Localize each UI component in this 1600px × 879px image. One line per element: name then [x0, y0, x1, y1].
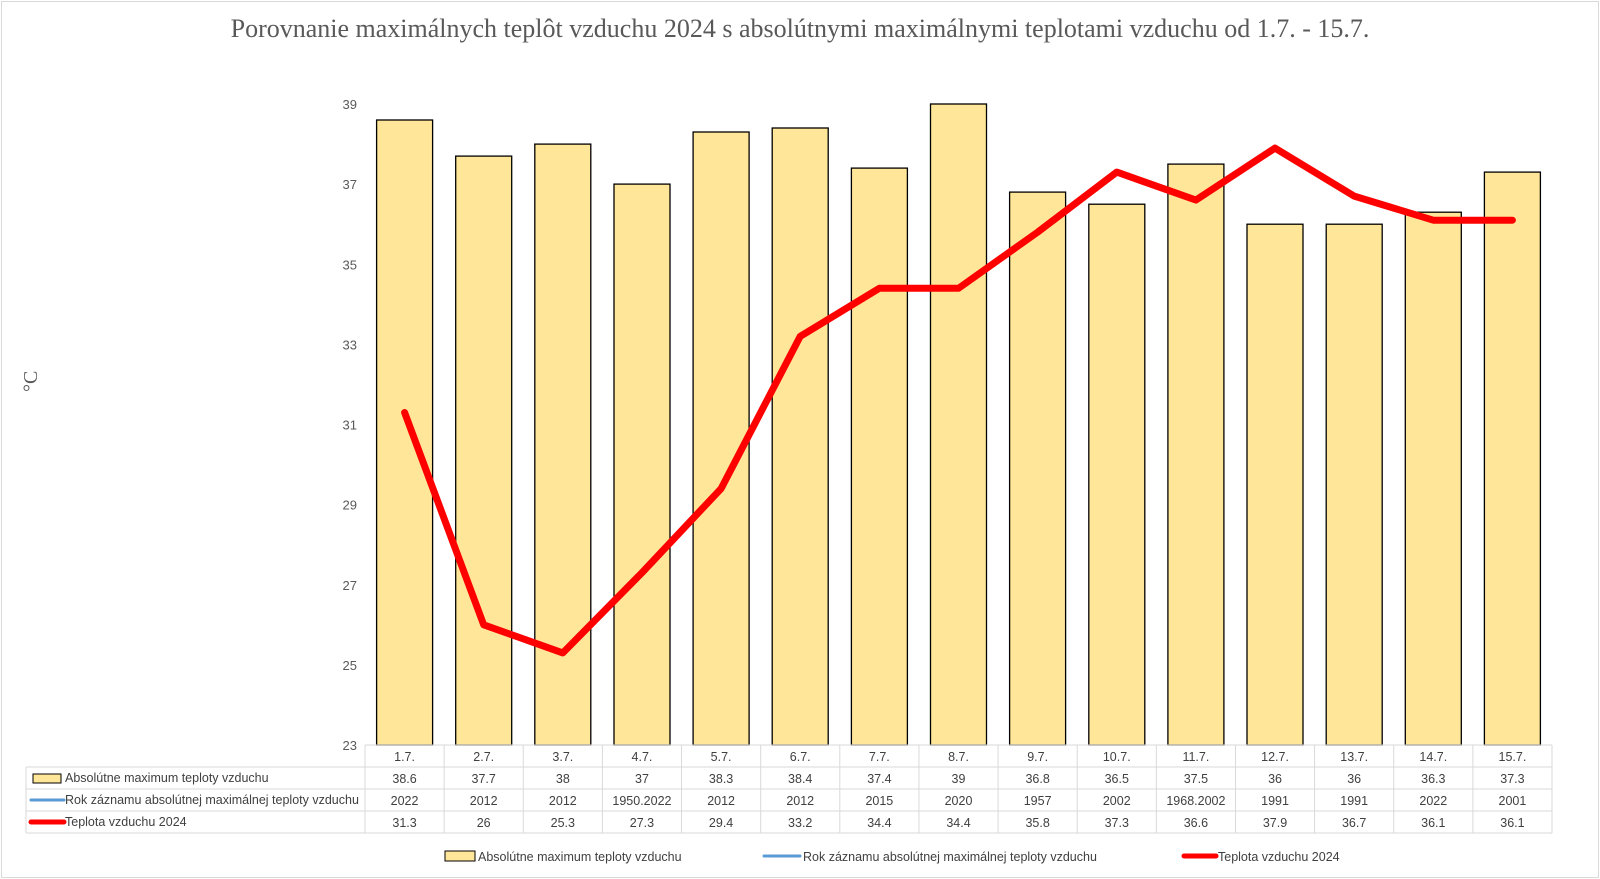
- table-row-label-year: Rok záznamu absolútnej maximálnej teplot…: [65, 793, 359, 807]
- x-tick-6: 7.7.: [869, 750, 890, 764]
- bar-14: [1483, 171, 1542, 746]
- legend: Absolútne maximum teploty vzduchu Rok záz…: [444, 850, 1340, 864]
- x-tick-5: 6.7.: [790, 750, 811, 764]
- bar-10: [1167, 163, 1225, 746]
- chart-title: Porovnanie maximálnych teplôt vzduchu 20…: [230, 14, 1370, 43]
- y-tick-23: 23: [343, 738, 357, 753]
- bar-3: [613, 183, 671, 746]
- table-cell-year-1: 2012: [470, 794, 498, 808]
- y-tick-33: 33: [343, 337, 357, 352]
- table-cell-2024-5: 33.2: [788, 816, 812, 830]
- bar-13: [1404, 211, 1462, 746]
- table-cell-year-13: 2022: [1419, 794, 1447, 808]
- line-layer: [401, 144, 1516, 657]
- table-cell-max-10: 37.5: [1184, 772, 1208, 786]
- bar-4: [692, 131, 750, 746]
- table-cell-year-8: 1957: [1024, 794, 1052, 808]
- table-cell-2024-14: 36.1: [1500, 816, 1524, 830]
- table-cell-max-4: 38.3: [709, 772, 733, 786]
- table-cell-2024-10: 36.6: [1184, 816, 1208, 830]
- bar-8: [1008, 191, 1067, 746]
- table-key-bar: [32, 773, 62, 784]
- table-cell-year-7: 2020: [945, 794, 973, 808]
- table-cell-2024-11: 37.9: [1263, 816, 1287, 830]
- table-cell-2024-2: 25.3: [551, 816, 575, 830]
- table-cell-year-4: 2012: [707, 794, 735, 808]
- legend-label-max: Absolútne maximum teploty vzduchu: [478, 850, 682, 864]
- x-tick-3: 4.7.: [632, 750, 653, 764]
- x-tick-7: 8.7.: [948, 750, 969, 764]
- x-tick-12: 13.7.: [1340, 750, 1368, 764]
- table-cell-max-11: 36: [1268, 772, 1282, 786]
- table-cell-year-2: 2012: [549, 794, 577, 808]
- bar-7: [929, 103, 988, 746]
- bar-12: [1325, 223, 1383, 746]
- table-cell-2024-1: 26: [477, 816, 491, 830]
- table-cell-year-0: 2022: [391, 794, 419, 808]
- table-cell-max-9: 36.5: [1105, 772, 1129, 786]
- x-tick-11: 12.7.: [1261, 750, 1289, 764]
- table-cell-2024-13: 36.1: [1421, 816, 1445, 830]
- table-cell-max-7: 39: [952, 772, 966, 786]
- bar-9: [1088, 203, 1146, 746]
- y-tick-25: 25: [343, 658, 357, 673]
- x-tick-14: 15.7.: [1499, 750, 1527, 764]
- table-cell-max-0: 38.6: [392, 772, 416, 786]
- table-cell-2024-4: 29.4: [709, 816, 733, 830]
- table-cell-max-5: 38.4: [788, 772, 812, 786]
- y-tick-31: 31: [343, 418, 357, 433]
- x-tick-9: 10.7.: [1103, 750, 1131, 764]
- table-cell-year-6: 2015: [865, 794, 893, 808]
- x-tick-8: 9.7.: [1027, 750, 1048, 764]
- bar-11: [1246, 223, 1304, 746]
- table-cell-max-3: 37: [635, 772, 649, 786]
- table-cell-max-12: 36: [1347, 772, 1361, 786]
- table-cell-year-12: 1991: [1340, 794, 1368, 808]
- y-tick-37: 37: [343, 177, 357, 192]
- y-tick-29: 29: [343, 498, 357, 513]
- y-tick-27: 27: [343, 578, 357, 593]
- table-cell-2024-7: 34.4: [946, 816, 970, 830]
- x-tick-4: 5.7.: [711, 750, 732, 764]
- table-cell-year-5: 2012: [786, 794, 814, 808]
- bar-5: [771, 127, 829, 746]
- y-tick-39: 39: [343, 97, 357, 112]
- table-cell-max-13: 36.3: [1421, 772, 1445, 786]
- legend-key-bar: [444, 850, 476, 862]
- table-cell-year-10: 1968.2002: [1166, 794, 1225, 808]
- x-tick-13: 14.7.: [1419, 750, 1447, 764]
- bar-6: [850, 167, 909, 746]
- table-cell-2024-12: 36.7: [1342, 816, 1366, 830]
- bar-0: [375, 119, 434, 746]
- x-tick-10: 11.7.: [1182, 750, 1209, 764]
- table-cell-year-14: 2001: [1499, 794, 1527, 808]
- table-cell-2024-6: 34.4: [867, 816, 891, 830]
- table-cell-2024-9: 37.3: [1105, 816, 1129, 830]
- table-cell-year-3: 1950.2022: [612, 794, 671, 808]
- table-row-label-max: Absolútne maximum teploty vzduchu: [65, 771, 269, 785]
- series-line-teplota-2024: [401, 144, 1516, 657]
- table-cell-2024-8: 35.8: [1025, 816, 1049, 830]
- table-cell-year-11: 1991: [1261, 794, 1289, 808]
- bar-1: [455, 155, 513, 746]
- table-cell-max-1: 37.7: [472, 772, 496, 786]
- table-cell-2024-3: 27.3: [630, 816, 654, 830]
- table-cell-max-14: 37.3: [1500, 772, 1524, 786]
- y-tick-35: 35: [343, 257, 357, 272]
- legend-label-2024: Teplota vzduchu 2024: [1218, 850, 1340, 864]
- table-cell-max-2: 38: [556, 772, 570, 786]
- legend-label-year: Rok záznamu absolútnej maximálnej teplot…: [803, 850, 1097, 864]
- table-cell-max-8: 36.8: [1025, 772, 1049, 786]
- table-cell-max-6: 37.4: [867, 772, 891, 786]
- y-ticks-layer: 23 25 27 29 31 33 35 37 39: [343, 97, 357, 753]
- x-tick-0: 1.7.: [394, 750, 415, 764]
- table-cell-2024-0: 31.3: [392, 816, 416, 830]
- table-row-label-2024: Teplota vzduchu 2024: [65, 815, 187, 829]
- x-tick-1: 2.7.: [473, 750, 494, 764]
- x-tick-2: 3.7.: [552, 750, 573, 764]
- data-table: 1.7. 2.7. 3.7. 4.7. 5.7. 6.7. 7.7. 8.7. 9.7. 10.7…: [25, 744, 1553, 834]
- table-cell-year-9: 2002: [1103, 794, 1131, 808]
